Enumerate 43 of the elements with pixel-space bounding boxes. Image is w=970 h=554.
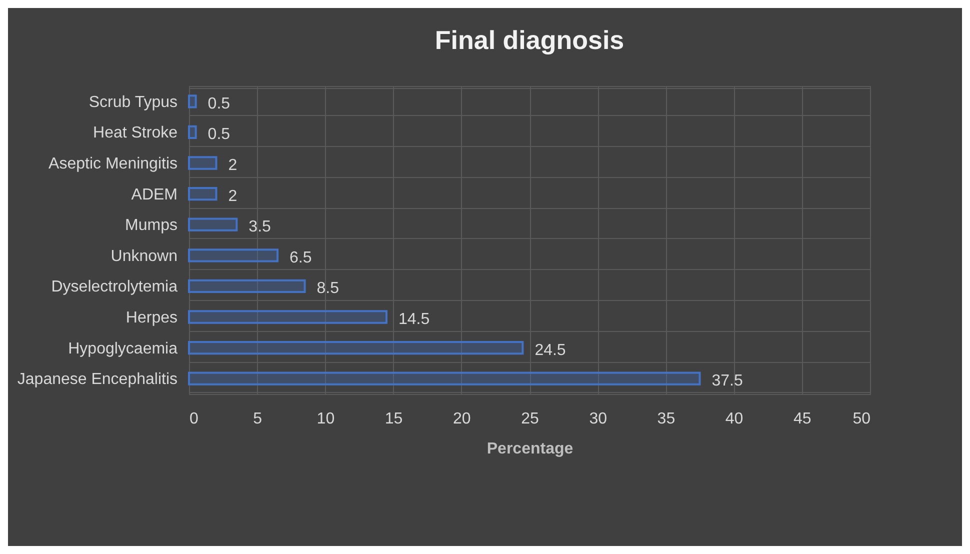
y-tick-label: Hypoglycaemia [68, 340, 178, 358]
y-tick-label: Japanese Encephalitis [17, 371, 178, 388]
x-tick-label: 30 [589, 410, 608, 428]
x-tick-label: 5 [253, 410, 262, 428]
chart-title: Final diagnosis [434, 25, 624, 55]
y-tick-label: Scrub Typus [88, 94, 178, 111]
x-tick-label: 25 [521, 410, 539, 428]
x-tick-label: 10 [316, 410, 335, 428]
x-axis-title: Percentage [486, 440, 574, 458]
bar [188, 218, 238, 232]
data-label: 6.5 [290, 249, 312, 266]
bar [188, 340, 524, 355]
x-tick-label: 20 [453, 410, 471, 428]
x-tick-label: 0 [190, 410, 198, 428]
x-tick-label: 15 [384, 410, 403, 428]
data-label: 3.5 [248, 218, 272, 236]
data-label: 14.5 [398, 311, 430, 328]
y-tick-label: Dyselectrolytemia [51, 278, 178, 296]
y-tick-label: Heat Stroke [93, 124, 178, 142]
bar [188, 279, 306, 294]
data-label: 24.5 [534, 342, 566, 359]
bar [188, 125, 197, 140]
data-label: 2 [228, 188, 238, 205]
data-label: 8.5 [316, 280, 340, 298]
bar [188, 156, 218, 170]
bar [188, 372, 701, 386]
y-tick-label: Herpes [126, 310, 178, 326]
x-tick-label: 50 [852, 410, 871, 428]
x-tick-label: 45 [794, 410, 812, 428]
y-tick-label: Mumps [125, 217, 178, 234]
y-tick-label: Aseptic Meningitis [48, 156, 178, 172]
bar [188, 310, 388, 324]
x-tick-label: 35 [657, 410, 676, 428]
x-tick-label: 40 [725, 410, 744, 428]
data-label: 0.5 [208, 95, 230, 112]
bar [188, 186, 218, 201]
bar [188, 94, 197, 108]
data-label: 2 [228, 157, 238, 174]
y-tick-label: Unknown [110, 248, 178, 265]
data-label: 37.5 [712, 372, 743, 390]
data-label: 0.5 [208, 126, 230, 144]
y-tick-label: ADEM [131, 186, 178, 204]
bar [188, 248, 279, 262]
